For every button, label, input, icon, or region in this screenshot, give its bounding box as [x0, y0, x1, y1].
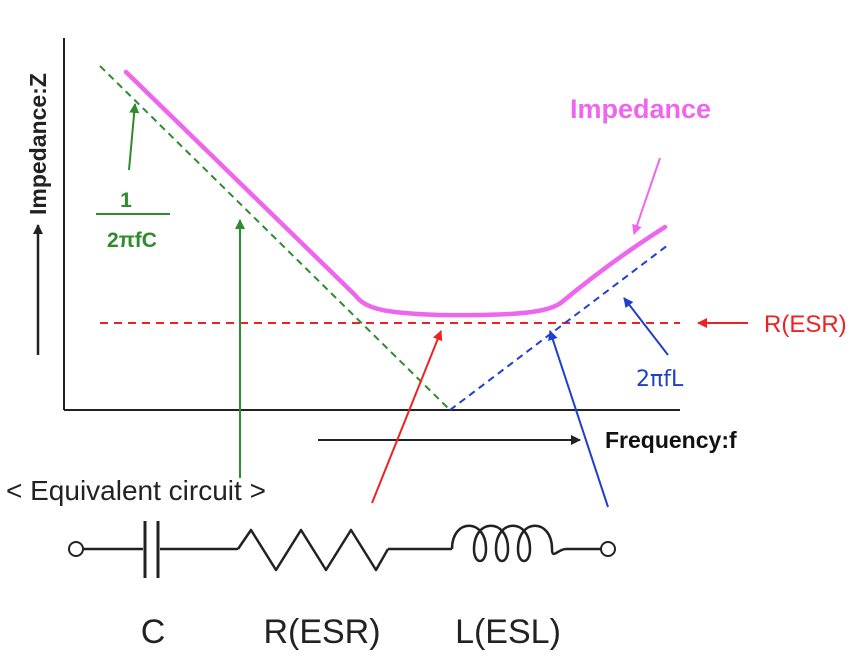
inductive-label: 2πfL — [636, 367, 684, 392]
impedance-pointer-arrow — [632, 157, 661, 235]
capacitive-numerator: 1 — [120, 189, 132, 212]
inductor-to-curve-arrow — [548, 330, 609, 508]
impedance-curve — [123, 69, 668, 318]
resistor-symbol — [236, 528, 390, 572]
inductive-reactance-line — [449, 244, 669, 411]
resistor-to-esr-arrow — [371, 330, 443, 504]
x-axis-label: Frequency:f — [605, 427, 737, 453]
y-axis-label: Impedance:Z — [25, 73, 51, 215]
esr-label: R(ESR) — [764, 311, 847, 338]
circuit-title: < Equivalent circuit > — [6, 475, 266, 506]
terminal-left — [68, 541, 84, 557]
terminal-right — [600, 541, 616, 557]
component-label-r: R(ESR) — [263, 613, 380, 651]
capacitive-reactance-line — [99, 65, 451, 411]
inductor-symbol — [450, 524, 567, 563]
capacitive-label-arrow — [128, 103, 140, 171]
impedance-label: Impedance — [570, 94, 711, 124]
inductive-label-arrow — [623, 297, 669, 356]
capacitive-denominator: 2πfC — [107, 229, 157, 252]
component-label-c: C — [141, 613, 166, 651]
component-label-l: L(ESL) — [455, 613, 561, 651]
